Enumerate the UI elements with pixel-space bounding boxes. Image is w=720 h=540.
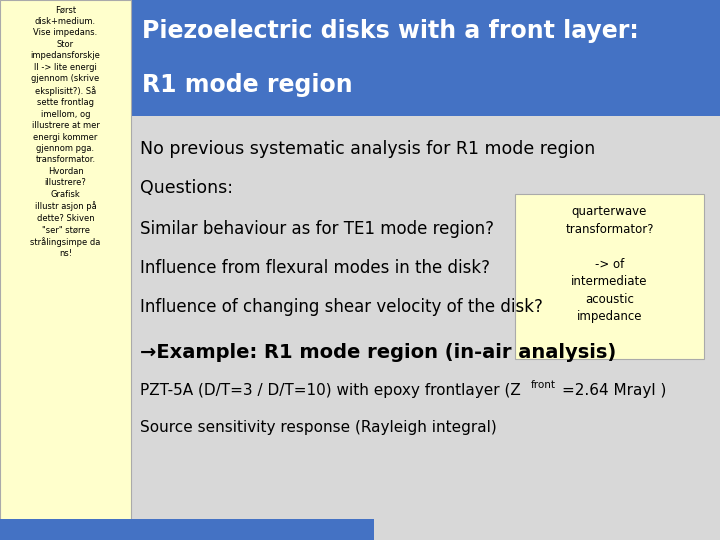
Text: Source sensitivity response (Rayleigh integral): Source sensitivity response (Rayleigh in… bbox=[140, 420, 497, 435]
Text: front: front bbox=[531, 380, 556, 390]
Text: Questions:: Questions: bbox=[140, 179, 233, 197]
Text: Piezoelectric disks with a front layer:: Piezoelectric disks with a front layer: bbox=[142, 19, 639, 43]
FancyBboxPatch shape bbox=[131, 116, 720, 540]
Text: Similar behaviour as for TE1 mode region?: Similar behaviour as for TE1 mode region… bbox=[140, 220, 495, 238]
Text: Influence from flexural modes in the disk?: Influence from flexural modes in the dis… bbox=[140, 259, 490, 277]
Text: quarterwave
transformator?

-> of
intermediate
acoustic
impedance: quarterwave transformator? -> of interme… bbox=[565, 205, 654, 323]
FancyBboxPatch shape bbox=[131, 0, 720, 116]
FancyBboxPatch shape bbox=[0, 0, 131, 540]
Text: Først
disk+medium.
Vise impedans.
Stor
impedansforskje
ll -> lite energi
gjennom: Først disk+medium. Vise impedans. Stor i… bbox=[30, 5, 101, 259]
Text: →Example: R1 mode region (in-air analysis): →Example: R1 mode region (in-air analysi… bbox=[140, 342, 616, 362]
Text: R1 mode region: R1 mode region bbox=[142, 73, 353, 97]
FancyBboxPatch shape bbox=[0, 519, 374, 540]
Text: No previous systematic analysis for R1 mode region: No previous systematic analysis for R1 m… bbox=[140, 140, 595, 158]
Text: =2.64 Mrayl ): =2.64 Mrayl ) bbox=[562, 383, 666, 399]
FancyBboxPatch shape bbox=[515, 194, 704, 359]
Text: PZT-5A (D/T=3 / D/T=10) with epoxy frontlayer (Z: PZT-5A (D/T=3 / D/T=10) with epoxy front… bbox=[140, 383, 521, 399]
Text: Influence of changing shear velocity of the disk?: Influence of changing shear velocity of … bbox=[140, 298, 544, 316]
